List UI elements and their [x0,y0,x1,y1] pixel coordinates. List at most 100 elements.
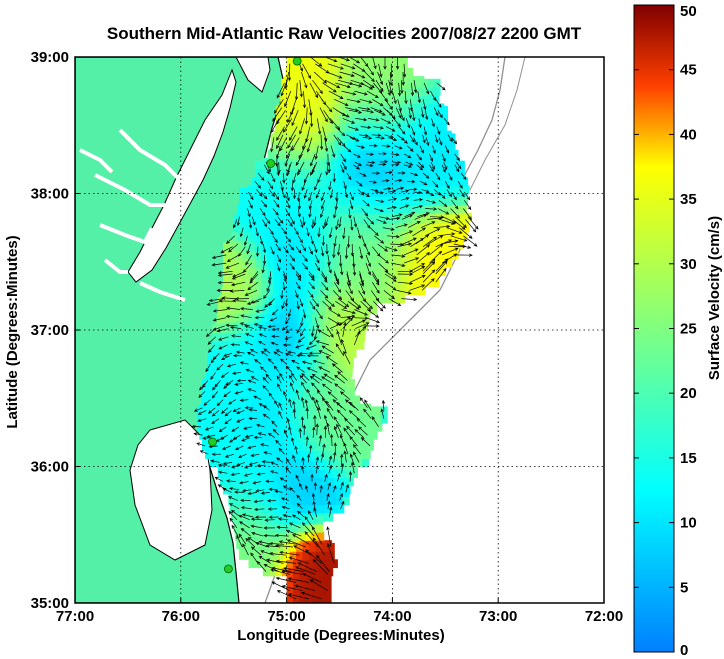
velocity-cell [275,340,282,350]
velocity-cell [322,215,330,225]
velocity-cell [350,95,357,104]
velocity-cell [259,223,266,233]
velocity-cell [266,488,274,498]
velocity-cell [251,351,259,361]
velocity-cell [349,414,356,424]
velocity-cell [343,250,351,260]
velocity-cell [312,422,319,432]
velocity-cell [348,441,355,451]
velocity-cell [361,414,369,424]
velocity-cell [411,223,419,233]
velocity-cell [299,422,307,432]
velocity-cell [313,461,320,470]
velocity-cell [401,122,409,132]
velocity-cell [283,177,291,186]
velocity-cell [267,278,275,287]
velocity-cell [415,204,423,214]
velocity-cell [264,395,272,405]
velocity-cell [260,532,268,541]
velocity-cell [292,570,300,579]
velocity-cell [302,177,310,186]
velocity-cell [299,149,307,159]
velocity-cell [282,114,290,124]
velocity-cell [296,141,303,151]
velocity-cell [455,215,463,225]
velocity-cell [413,278,421,287]
velocity-cell [280,422,288,432]
velocity-cell [432,269,440,279]
velocity-cell [344,450,352,459]
velocity-cell [362,422,370,432]
velocity-cell [277,360,284,369]
velocity-cell [239,477,246,487]
station-marker [224,564,233,574]
velocity-cell [375,422,383,432]
velocity-cell [428,106,436,115]
velocity-cell [439,250,446,260]
velocity-cell [295,368,302,377]
velocity-cell [363,450,371,459]
velocity-cell [319,305,327,315]
velocity-cell [358,114,366,124]
velocity-cell [273,422,281,432]
velocity-cell [295,332,302,342]
velocity-cell [328,433,336,443]
velocity-cell [316,215,324,225]
velocity-cell [270,141,278,151]
velocity-cell [303,379,311,388]
velocity-cell [228,414,236,424]
velocity-cell [261,269,269,279]
velocity-cell [348,223,355,233]
velocity-vectors [191,57,479,600]
velocity-cell [228,496,236,506]
velocity-cell [234,414,242,424]
velocity-cell [281,78,289,88]
velocity-cell [296,551,303,560]
velocity-cell [301,324,309,334]
velocity-cell [228,488,236,498]
velocity-cell [232,477,240,487]
velocity-cell [289,141,297,151]
velocity-cell [441,106,448,115]
velocity-cell [218,368,226,377]
velocity-cell [316,515,324,525]
velocity-cell [297,379,305,388]
velocity-cell [279,488,287,498]
velocity-cell [323,496,331,506]
velocity-cell [406,286,414,296]
velocity-cell [407,259,415,268]
velocity-cell [309,433,317,443]
velocity-cell [262,469,270,478]
velocity-cell [400,242,408,252]
velocity-cell [309,515,317,525]
velocity-cell [454,188,462,197]
velocity-cell [248,313,256,323]
velocity-cell [312,278,319,287]
velocity-cell [351,340,358,350]
velocity-cell [351,78,358,88]
velocity-cell [350,278,357,287]
velocity-cell [385,177,392,186]
velocity-cell [422,114,429,124]
velocity-cell [242,313,250,323]
velocity-cell [335,379,343,388]
velocity-cell [305,313,313,323]
velocity-cell [217,305,225,315]
velocity-cell [394,259,402,268]
velocity-cell [346,395,354,405]
velocity-cell [302,551,310,560]
velocity-cell [375,242,383,252]
velocity-cell [243,340,251,350]
velocity-cell [305,422,313,432]
velocity-cell [197,422,205,432]
velocity-cell [277,188,284,197]
velocity-cell [441,231,448,241]
velocity-cell [250,332,258,342]
velocity-cell [273,278,281,287]
velocity-cell [222,406,229,416]
velocity-cell [279,406,287,416]
velocity-cell [262,567,270,577]
velocity-cell [212,368,220,377]
velocity-cell [267,250,275,260]
velocity-cell [281,461,289,470]
